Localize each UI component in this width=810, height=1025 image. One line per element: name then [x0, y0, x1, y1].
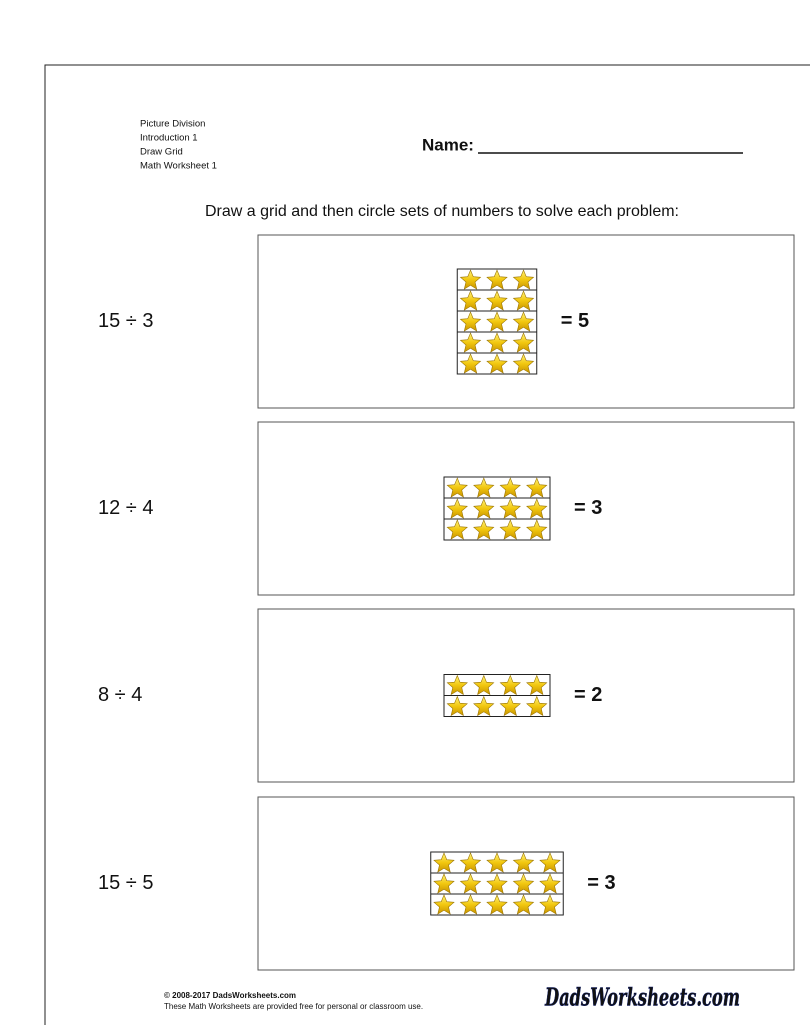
answer: = 5 [561, 310, 589, 332]
header-line: Picture Division [140, 119, 205, 130]
copyright: © 2008-2017 DadsWorksheets.com [164, 991, 296, 1000]
expression: 12 ÷ 4 [98, 497, 153, 519]
problem-box [257, 421, 795, 596]
star [459, 269, 482, 290]
star [512, 269, 535, 290]
star-grid [456, 268, 538, 375]
star [512, 353, 535, 374]
star [512, 873, 535, 894]
star [459, 332, 482, 353]
star [446, 477, 468, 498]
star [486, 894, 508, 915]
star [446, 695, 468, 717]
star [499, 674, 521, 696]
star [459, 290, 482, 311]
logo: DadsWorksheets.com [544, 983, 740, 1012]
star [512, 332, 535, 353]
star [539, 852, 561, 873]
star [446, 498, 468, 519]
expression: 15 ÷ 3 [98, 310, 153, 332]
star [433, 852, 455, 873]
star [446, 674, 468, 696]
star [459, 353, 482, 374]
header-line: Introduction 1 [140, 133, 198, 144]
star [499, 477, 521, 498]
star [433, 894, 455, 915]
star [539, 894, 561, 915]
star [486, 290, 508, 311]
star [486, 353, 508, 374]
star [486, 852, 508, 873]
star [539, 873, 561, 894]
star [473, 519, 495, 540]
answer: = 2 [574, 684, 602, 706]
star-grid [430, 851, 564, 916]
star [486, 269, 508, 290]
star [512, 894, 535, 915]
problem-box [257, 796, 795, 971]
page-border [44, 64, 810, 1025]
problem-box [257, 608, 795, 783]
answer: = 3 [587, 872, 615, 894]
header-line: Math Worksheet 1 [140, 161, 217, 172]
expression: 8 ÷ 4 [98, 684, 142, 706]
star [499, 519, 521, 540]
star [446, 519, 468, 540]
star [433, 873, 455, 894]
star [526, 477, 548, 498]
instruction: Draw a grid and then circle sets of numb… [205, 203, 679, 220]
star [459, 894, 482, 915]
star [459, 311, 482, 332]
header-line: Draw Grid [140, 147, 183, 158]
star [512, 290, 535, 311]
star [486, 332, 508, 353]
name-label: Name: [422, 135, 474, 154]
star-grid [443, 476, 551, 541]
star [473, 674, 495, 696]
star [473, 477, 495, 498]
star [473, 695, 495, 717]
star [459, 873, 482, 894]
star [499, 695, 521, 717]
star [486, 873, 508, 894]
answer: = 3 [574, 497, 602, 519]
star [459, 852, 482, 873]
problem-box [257, 234, 795, 409]
star [526, 498, 548, 519]
star [512, 311, 535, 332]
star [526, 695, 548, 717]
expression: 15 ÷ 5 [98, 872, 153, 894]
star [526, 674, 548, 696]
star [512, 852, 535, 873]
star [526, 519, 548, 540]
star-grid [443, 674, 551, 717]
star [473, 498, 495, 519]
star [486, 311, 508, 332]
footer-note: These Math Worksheets are provided free … [164, 1002, 423, 1011]
star [499, 498, 521, 519]
